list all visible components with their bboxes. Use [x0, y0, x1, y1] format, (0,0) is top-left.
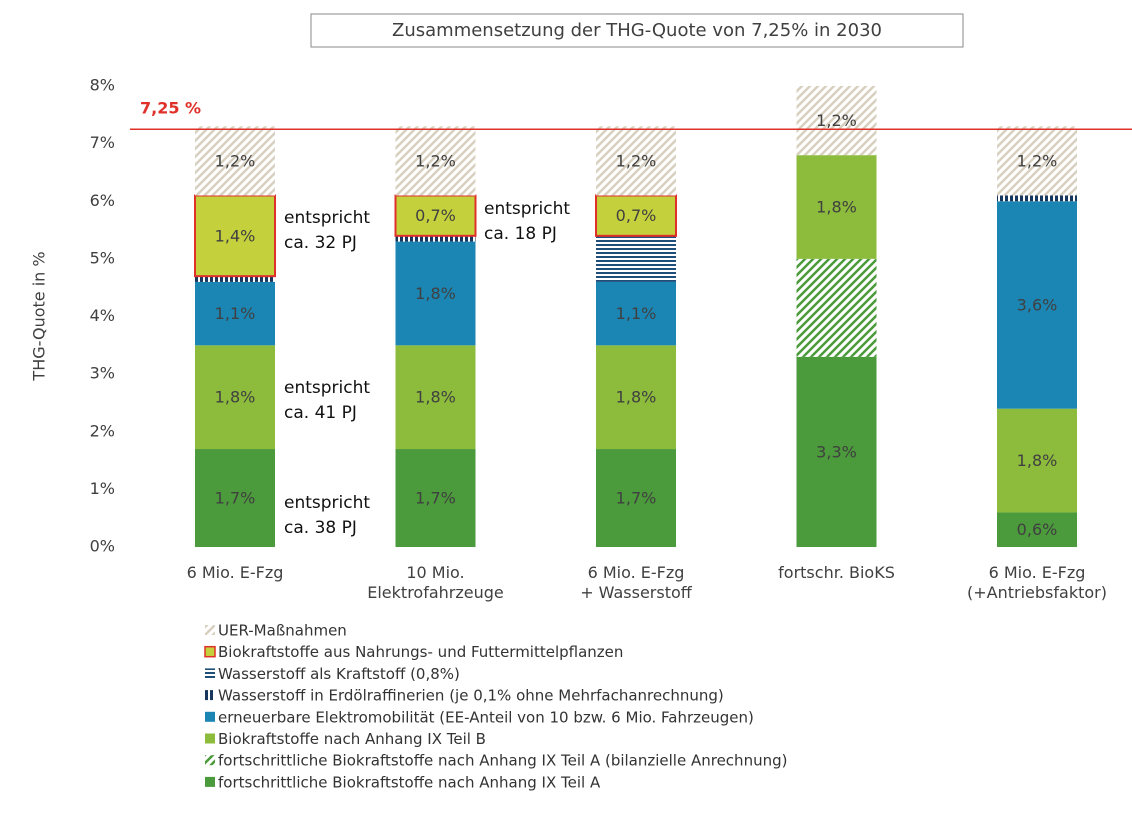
x-tick-label: 10 Mio. Elektrofahrzeuge — [367, 563, 504, 602]
annotation: ca. 41 PJ — [284, 403, 357, 423]
legend-label: fortschrittliche Biokraftstoffe nach Anh… — [218, 752, 787, 770]
bar-segment — [997, 201, 1077, 409]
bar-segment — [596, 449, 676, 547]
data-label: 1,7% — [215, 489, 256, 508]
bar-segment — [195, 281, 275, 346]
data-label: 1,4% — [215, 226, 256, 245]
x-tick-label: 6 Mio. E-Fzg (+Antriebsfaktor) — [967, 563, 1107, 602]
data-label: 0,7% — [415, 206, 456, 225]
legend-swatch — [205, 776, 215, 787]
data-label: 1,2% — [1017, 151, 1058, 170]
legend-label: Wasserstoff als Kraftstoff (0,8%) — [218, 665, 460, 683]
y-tick-label: 1% — [90, 479, 115, 498]
x-tick-label: 6 Mio. E-Fzg + Wasserstoff — [580, 563, 693, 602]
data-label: 1,2% — [816, 111, 857, 130]
legend-label: UER-Maßnahmen — [218, 622, 347, 640]
bar-segment — [997, 512, 1077, 547]
bar-segment — [195, 126, 275, 196]
data-label: 0,7% — [616, 206, 657, 225]
legend-label: Wasserstoff in Erdölraffinerien (je 0,1%… — [218, 687, 724, 705]
bar-segment — [796, 258, 877, 357]
legend-label: fortschrittliche Biokraftstoffe nach Anh… — [218, 773, 601, 791]
annotation: entspricht — [284, 378, 370, 398]
data-label: 0,6% — [1017, 520, 1058, 539]
bar-segment — [395, 345, 476, 450]
bar-segment — [796, 155, 877, 259]
legend-swatch — [205, 733, 215, 744]
data-label: 1,2% — [616, 151, 657, 170]
annotation: entspricht — [484, 199, 570, 219]
annotation: ca. 18 PJ — [484, 224, 557, 244]
data-label: 1,8% — [215, 388, 256, 407]
y-tick-label: 6% — [90, 191, 115, 210]
y-tick-label: 5% — [90, 248, 115, 267]
legend-swatch — [205, 711, 215, 722]
legend-label: Biokraftstoffe nach Anhang IX Teil B — [218, 730, 486, 748]
y-axis-label: THG-Quote in % — [30, 251, 49, 381]
data-label: 1,8% — [1017, 451, 1058, 470]
bar-segment — [596, 281, 676, 346]
x-tick-label: 6 Mio. E-Fzg — [187, 563, 284, 582]
bar-segment — [596, 345, 676, 450]
y-tick-label: 3% — [90, 364, 115, 383]
bar-segment — [796, 86, 877, 156]
data-label: 1,2% — [215, 151, 256, 170]
data-label: 1,1% — [616, 304, 657, 323]
data-label: 1,8% — [816, 198, 857, 217]
bar-segment — [194, 194, 276, 278]
y-tick-label: 2% — [90, 421, 115, 440]
data-label: 3,3% — [816, 442, 857, 461]
annotation: ca. 32 PJ — [284, 233, 357, 253]
bar-segment — [997, 408, 1077, 513]
x-tick-label: fortschr. BioKS — [778, 563, 895, 582]
chart-title: Zusammensetzung der THG-Quote von 7,25% … — [392, 20, 882, 41]
data-label: 1,8% — [415, 284, 456, 303]
annotation: entspricht — [284, 493, 370, 513]
reference-label: 7,25 % — [140, 99, 201, 118]
y-tick-label: 4% — [90, 306, 115, 325]
bar-segment — [395, 126, 476, 196]
bar-segment — [195, 276, 275, 282]
data-label: 1,1% — [215, 304, 256, 323]
data-label: 1,7% — [415, 489, 456, 508]
annotation: entspricht — [284, 208, 370, 228]
data-label: 1,8% — [415, 388, 456, 407]
bar-segment — [395, 235, 476, 242]
bar-segment — [395, 449, 476, 547]
bar-segment — [596, 126, 676, 196]
data-label: 1,8% — [616, 388, 657, 407]
legend-swatch — [205, 668, 215, 679]
bar-segment — [596, 235, 676, 282]
bar-segment — [395, 241, 476, 346]
legend-swatch — [205, 625, 215, 635]
bar-segment — [595, 194, 677, 237]
legend-label: Biokraftstoffe aus Nahrungs- und Futterm… — [218, 643, 623, 661]
legend-swatch — [205, 755, 215, 766]
legend-swatch — [205, 690, 215, 701]
legend-swatch — [204, 645, 216, 658]
bar-segment — [195, 449, 275, 547]
y-tick-label: 8% — [90, 76, 115, 95]
data-label: 1,2% — [415, 151, 456, 170]
bar-segment — [796, 356, 877, 547]
annotation: ca. 38 PJ — [284, 518, 357, 538]
title-box — [310, 13, 964, 48]
legend-label: erneuerbare Elektromobilität (EE-Anteil … — [218, 708, 754, 726]
y-tick-label: 7% — [90, 133, 115, 152]
bar-segment — [997, 126, 1077, 196]
y-tick-label: 0% — [90, 537, 115, 556]
bar-segment — [195, 345, 275, 450]
data-label: 1,7% — [616, 489, 657, 508]
bar-segment — [997, 195, 1077, 202]
data-label: 3,6% — [1017, 295, 1058, 314]
